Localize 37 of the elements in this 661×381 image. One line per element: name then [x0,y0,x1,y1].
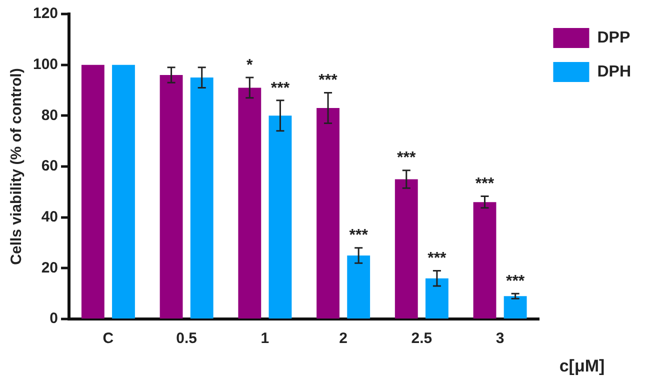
bar [190,78,214,318]
data-label: *** [506,272,526,290]
bar [394,179,418,318]
bar [425,278,448,318]
y-tick-label: 80 [41,106,58,124]
x-axis-title: c[μM] [559,356,605,376]
data-label: *** [318,72,338,90]
bar [504,296,527,318]
x-tick-label: 2.5 [411,330,432,348]
y-tick-label: 120 [32,5,58,22]
bar [238,88,262,318]
bar [112,64,135,318]
bar [347,255,370,318]
y-tick-label: 100 [32,56,58,73]
y-axis-title: Cells viability (% of control) [8,68,26,265]
x-tick-label: 2 [339,330,348,348]
bar [268,116,292,318]
legend-label: DPH [597,63,631,80]
data-label: * [246,56,254,74]
x-tick-label: 1 [260,330,270,348]
legend-label: DPP [597,29,630,46]
data-label: *** [475,176,495,193]
y-tick-label: 20 [41,259,58,276]
bar [316,108,340,318]
x-tick-label: 3 [496,330,504,348]
data-label: *** [349,227,369,244]
y-tick-label: 60 [41,158,58,175]
bar [473,202,496,318]
data-label: *** [270,80,290,97]
data-label: *** [397,150,416,167]
x-tick-label: C [102,330,114,348]
y-tick-label: 40 [41,208,58,226]
bar [81,64,104,318]
bar [160,75,183,318]
x-tick-label: 0.5 [176,330,198,348]
y-tick-label: 0 [50,310,58,328]
data-label: *** [428,250,448,268]
